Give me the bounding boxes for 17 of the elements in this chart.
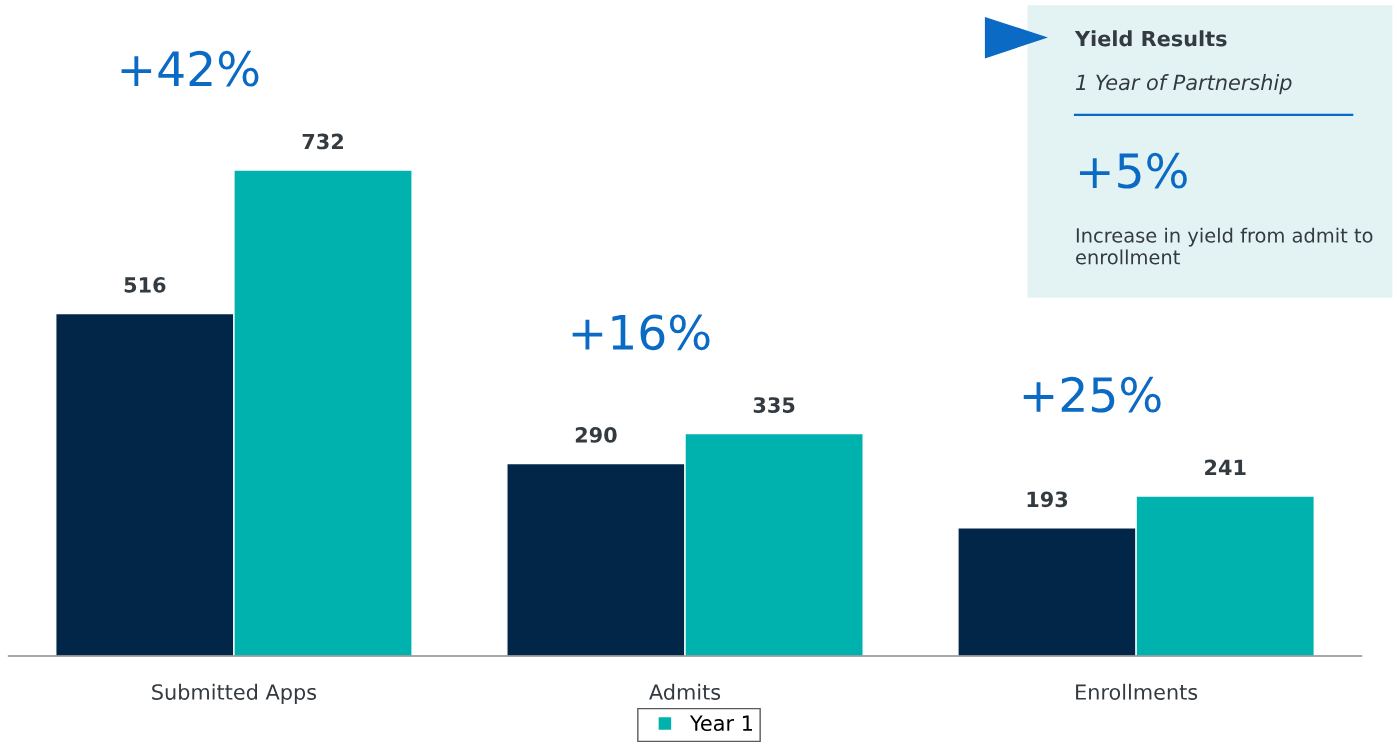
data-label: 335 xyxy=(753,397,795,413)
x-tick-label: Submitted Apps xyxy=(152,683,317,704)
annotation: Increase in yield from admit to enrollment xyxy=(1076,227,1373,265)
annotation: +5% xyxy=(1079,152,1187,189)
data-label: 516 xyxy=(124,277,166,293)
annotation: +25% xyxy=(1023,376,1161,413)
x-tick-label: Enrollments xyxy=(1076,683,1198,700)
data-label: 241 xyxy=(1205,459,1246,476)
data-label: 193 xyxy=(1027,491,1068,508)
x-tick-label: Admits xyxy=(649,683,721,700)
text: Yield Results xyxy=(1074,30,1227,47)
text: 1 Year of Partnership xyxy=(1075,74,1292,95)
data-label: 732 xyxy=(302,133,343,150)
legend-label: Year 1 xyxy=(689,715,752,732)
text: +42% xyxy=(121,50,259,87)
data-label: 290 xyxy=(575,427,617,443)
annotation: +16% xyxy=(572,314,710,351)
